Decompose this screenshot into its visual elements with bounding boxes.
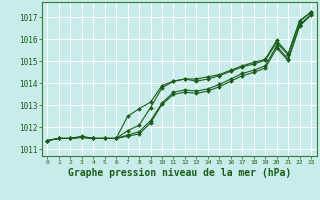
X-axis label: Graphe pression niveau de la mer (hPa): Graphe pression niveau de la mer (hPa)	[68, 168, 291, 178]
